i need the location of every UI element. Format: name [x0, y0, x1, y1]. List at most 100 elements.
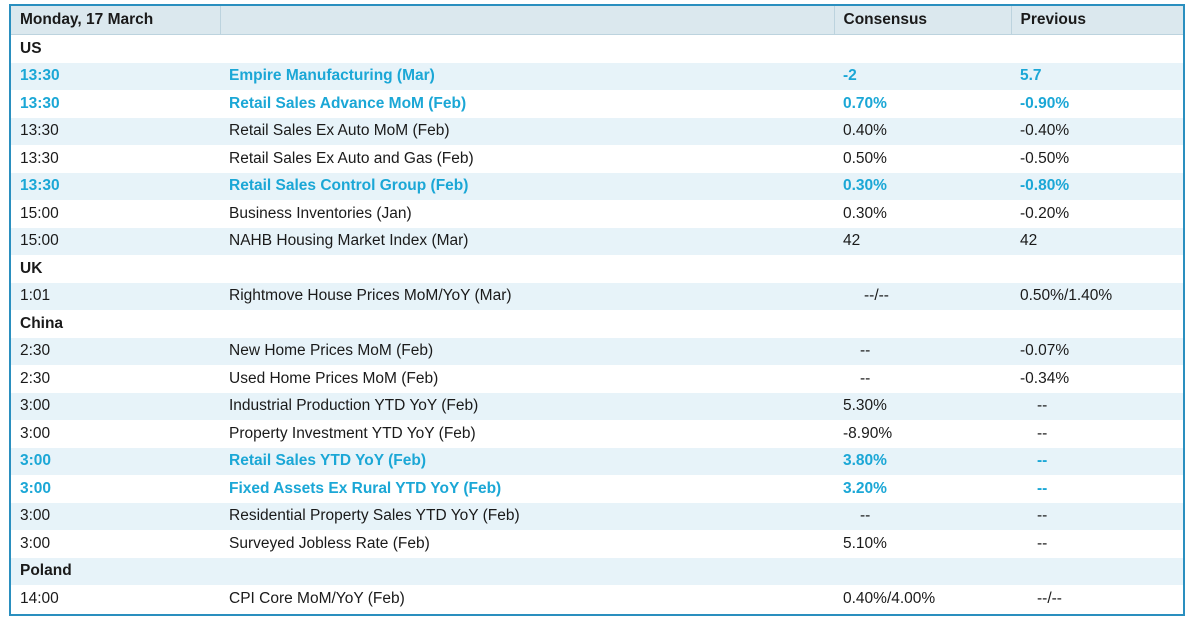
previous-cell: 5.7: [1011, 62, 1183, 90]
consensus-cell: --/--: [834, 282, 1011, 310]
event-cell: Retail Sales Advance MoM (Feb): [229, 94, 467, 112]
table-row: 3:00 Residential Property Sales YTD YoY …: [11, 502, 1183, 530]
previous-cell: --: [1037, 479, 1048, 497]
consensus-cell: 0.30%: [843, 204, 887, 222]
consensus-cell: 3.80%: [834, 447, 1011, 475]
previous-cell: --: [1011, 502, 1183, 530]
header-consensus: Consensus: [833, 6, 1011, 35]
table-row: 15:00 NAHB Housing Market Index (Mar) 42…: [11, 227, 1183, 255]
time-cell: 13:30: [11, 117, 220, 145]
time-cell: 15:00: [11, 227, 220, 255]
previous-cell: 42: [1011, 227, 1183, 255]
consensus-cell: 0.40%: [834, 117, 1011, 145]
event-cell: Business Inventories (Jan): [229, 204, 412, 222]
event-cell: Retail Sales YTD YoY (Feb): [220, 447, 834, 475]
table-row: 3:00 Property Investment YTD YoY (Feb) -…: [11, 420, 1183, 448]
region-row-uk: UK: [11, 255, 1183, 283]
event-cell: Fixed Assets Ex Rural YTD YoY (Feb): [229, 479, 502, 497]
time-cell: 3:00: [20, 479, 52, 497]
consensus-cell: --: [834, 502, 1011, 530]
region-label: UK: [11, 255, 1183, 283]
event-cell: New Home Prices MoM (Feb): [220, 337, 834, 365]
previous-cell: -0.34%: [1020, 369, 1070, 387]
region-label: US: [11, 34, 1183, 63]
time-cell: 3:00: [20, 534, 51, 552]
event-cell: Retail Sales Ex Auto MoM (Feb): [220, 117, 834, 145]
region-label: China: [11, 310, 1183, 338]
table-row: 2:30 New Home Prices MoM (Feb) -- -0.07%: [11, 337, 1183, 365]
time-cell: 13:30: [11, 62, 220, 90]
previous-cell: -0.80%: [1011, 172, 1183, 200]
previous-cell: --/--: [1037, 589, 1062, 607]
table-row: 13:30 Empire Manufacturing (Mar) -2 5.7: [11, 62, 1183, 90]
consensus-cell: 5.30%: [834, 392, 1011, 420]
time-cell: 3:00: [11, 447, 220, 475]
region-row-poland: Poland: [11, 557, 1183, 585]
region-label: Poland: [11, 557, 1183, 585]
time-cell: 2:30: [20, 369, 51, 387]
consensus-cell: 0.70%: [843, 94, 887, 112]
event-cell: Retail Sales Ex Auto and Gas (Feb): [229, 149, 474, 167]
table-row: 14:00 CPI Core MoM/YoY (Feb) 0.40%/4.00%…: [11, 585, 1183, 613]
consensus-cell: 42: [834, 227, 1011, 255]
consensus-cell: -2: [834, 62, 1011, 90]
table-row: 13:30 Retail Sales Control Group (Feb) 0…: [11, 172, 1183, 200]
previous-cell: --: [1037, 534, 1048, 552]
table-row: 13:30 Retail Sales Advance MoM (Feb) 0.7…: [11, 90, 1183, 118]
previous-cell: 0.50%/1.40%: [1011, 282, 1183, 310]
time-cell: 14:00: [20, 589, 59, 607]
region-row-us: US: [11, 34, 1183, 63]
consensus-cell: -8.90%: [843, 424, 893, 442]
time-cell: 15:00: [20, 204, 59, 222]
time-cell: 3:00: [11, 502, 220, 530]
event-cell: Used Home Prices MoM (Feb): [229, 369, 439, 387]
previous-cell: --: [1011, 447, 1183, 475]
table-row: 13:30 Retail Sales Ex Auto and Gas (Feb)…: [11, 145, 1183, 173]
time-cell: 13:30: [20, 149, 59, 167]
previous-cell: -0.90%: [1020, 94, 1070, 112]
table-row: 13:30 Retail Sales Ex Auto MoM (Feb) 0.4…: [11, 117, 1183, 145]
header-previous: Previous: [1010, 6, 1183, 35]
consensus-cell: 5.10%: [843, 534, 887, 552]
consensus-cell: 3.20%: [843, 479, 887, 497]
previous-cell: -0.20%: [1020, 204, 1070, 222]
table-row: 3:00 Surveyed Jobless Rate (Feb) 5.10% -…: [11, 530, 1183, 558]
table-row: 3:00 Fixed Assets Ex Rural YTD YoY (Feb)…: [11, 475, 1183, 503]
event-cell: Empire Manufacturing (Mar): [220, 62, 834, 90]
previous-cell: -0.50%: [1020, 149, 1070, 167]
time-cell: 13:30: [11, 172, 220, 200]
consensus-cell: --: [860, 369, 871, 387]
time-cell: 3:00: [20, 424, 51, 442]
table-row: 3:00 Retail Sales YTD YoY (Feb) 3.80% --: [11, 447, 1183, 475]
event-cell: Industrial Production YTD YoY (Feb): [220, 392, 834, 420]
calendar-table-frame: Monday, 17 March Consensus Previous US 1…: [9, 4, 1185, 616]
previous-cell: --: [1011, 392, 1183, 420]
event-cell: NAHB Housing Market Index (Mar): [220, 227, 834, 255]
consensus-cell: 0.30%: [834, 172, 1011, 200]
event-cell: Residential Property Sales YTD YoY (Feb): [220, 502, 834, 530]
time-cell: 1:01: [11, 282, 220, 310]
event-cell: Rightmove House Prices MoM/YoY (Mar): [220, 282, 834, 310]
consensus-cell: 0.40%/4.00%: [843, 589, 936, 607]
event-cell: CPI Core MoM/YoY (Feb): [229, 589, 405, 607]
previous-cell: -0.07%: [1011, 337, 1183, 365]
header-row: Monday, 17 March Consensus Previous: [11, 6, 1183, 35]
table-row: 1:01 Rightmove House Prices MoM/YoY (Mar…: [11, 282, 1183, 310]
previous-cell: -0.40%: [1011, 117, 1183, 145]
consensus-cell: --: [834, 337, 1011, 365]
event-cell: Surveyed Jobless Rate (Feb): [229, 534, 430, 552]
header-date: Monday, 17 March: [11, 6, 220, 35]
time-cell: 2:30: [11, 337, 220, 365]
table-row: 2:30 Used Home Prices MoM (Feb) -- -0.34…: [11, 365, 1183, 393]
time-cell: 3:00: [11, 392, 220, 420]
consensus-cell: 0.50%: [843, 149, 887, 167]
header-event: [219, 6, 834, 35]
event-cell: Retail Sales Control Group (Feb): [220, 172, 834, 200]
time-cell: 13:30: [20, 94, 60, 112]
region-row-china: China: [11, 310, 1183, 338]
table-row: 3:00 Industrial Production YTD YoY (Feb)…: [11, 392, 1183, 420]
economic-calendar-table: Monday, 17 March Consensus Previous US 1…: [11, 6, 1183, 613]
event-cell: Property Investment YTD YoY (Feb): [229, 424, 476, 442]
table-row: 15:00 Business Inventories (Jan) 0.30% -…: [11, 200, 1183, 228]
previous-cell: --: [1037, 424, 1048, 442]
